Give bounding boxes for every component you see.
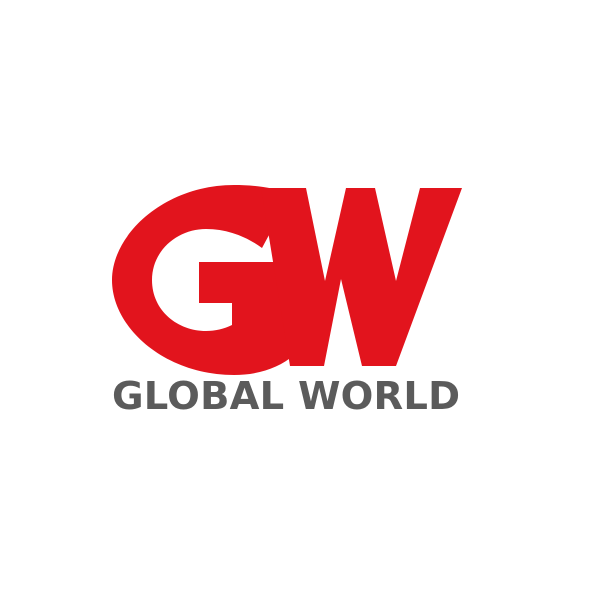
brand-name: GLOBAL WORLD <box>112 362 492 432</box>
logo-letter-w <box>261 188 462 366</box>
